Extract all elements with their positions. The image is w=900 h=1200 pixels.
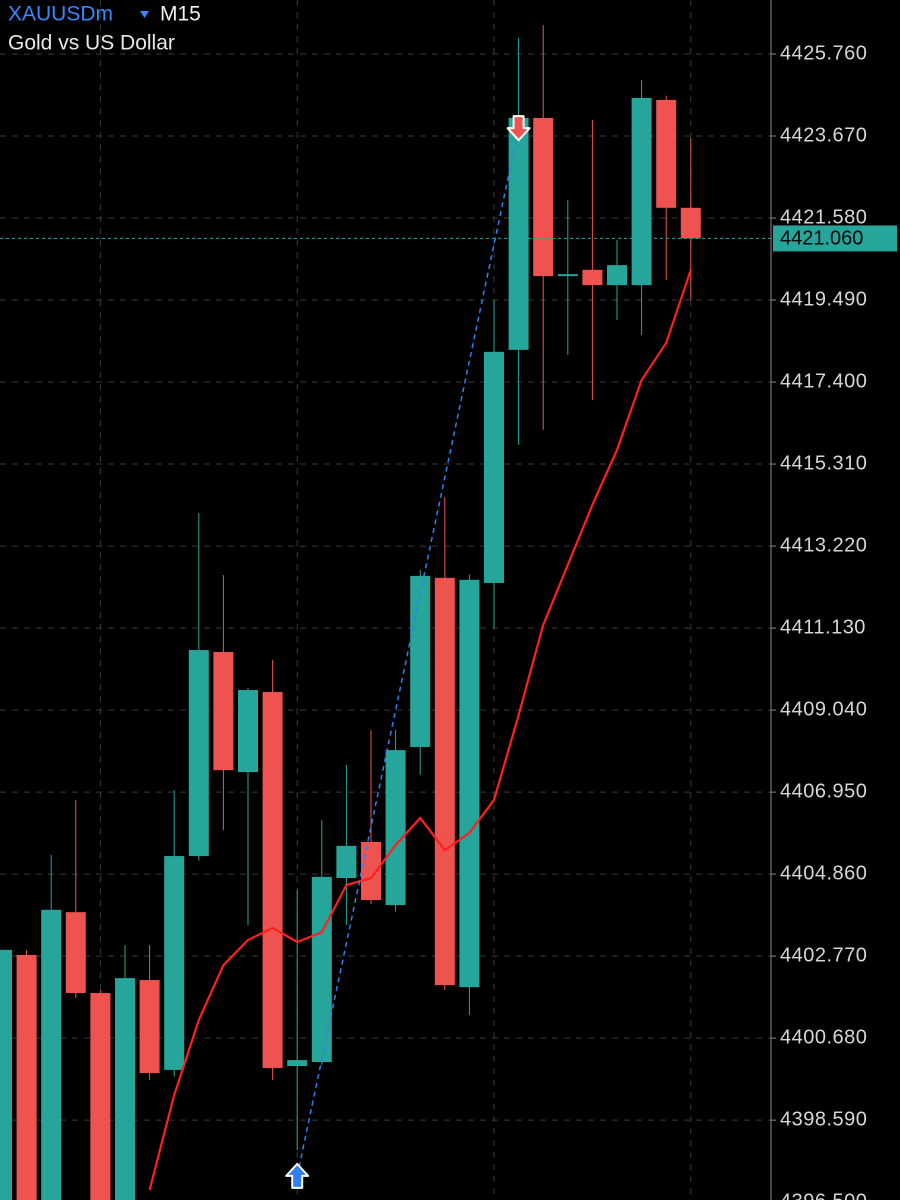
y-tick-label: 4409.040 <box>780 698 867 720</box>
candle-body <box>41 909 62 1200</box>
candle-body <box>607 265 627 286</box>
y-tick-label: 4406.950 <box>780 780 867 802</box>
y-tick-label: 4415.310 <box>780 452 867 474</box>
y-tick-label: 4411.130 <box>780 616 866 638</box>
timeframe[interactable]: M15 <box>160 3 201 26</box>
y-tick-label: 4402.770 <box>780 944 867 966</box>
candle-body <box>262 692 283 1068</box>
trade-line <box>296 128 520 1177</box>
moving-average-line <box>148 269 692 1191</box>
candle-body <box>385 750 406 906</box>
candle-body <box>16 954 37 1200</box>
subtitle: Gold vs US Dollar <box>8 32 175 55</box>
candle-body <box>90 993 111 1200</box>
symbol[interactable]: XAUUSDm <box>8 3 113 26</box>
plot-area <box>0 24 771 1200</box>
symbol-dropdown-icon[interactable] <box>140 11 149 18</box>
candle-body <box>434 577 455 986</box>
candle-body <box>656 99 677 208</box>
y-tick-label: 4398.590 <box>780 1108 867 1130</box>
candle-body <box>631 97 652 286</box>
candle-body <box>238 690 258 773</box>
buy-marker <box>285 1162 310 1189</box>
candle-body <box>115 978 135 1200</box>
candle-body <box>287 1060 308 1066</box>
y-tick-label: 4421.580 <box>780 206 867 228</box>
y-tick-label: 4423.670 <box>780 124 867 146</box>
candle-body <box>336 845 357 879</box>
candle-body <box>311 876 332 1063</box>
candle-body <box>680 207 701 239</box>
y-tick-label: 4396.500 <box>780 1190 867 1200</box>
candle-body <box>0 949 12 1200</box>
candle-body <box>188 650 209 857</box>
sell-marker <box>506 115 531 142</box>
candle-body <box>557 274 578 277</box>
candle-body <box>459 579 480 988</box>
candle-body <box>65 912 86 994</box>
candle-body <box>484 351 504 583</box>
y-tick-label: 4404.860 <box>780 862 867 884</box>
y-tick-label: 4425.760 <box>780 42 867 64</box>
candle-body <box>361 841 381 901</box>
candle-body <box>213 652 234 771</box>
candle-body <box>164 856 185 1070</box>
candle-body <box>410 575 431 747</box>
current-price-label: 4421.060 <box>780 228 863 250</box>
y-tick-label: 4419.490 <box>780 288 867 310</box>
candle-body <box>508 117 529 350</box>
y-tick-label: 4417.400 <box>780 370 867 392</box>
y-tick-label: 4413.220 <box>780 534 867 556</box>
y-tick-label: 4400.680 <box>780 1026 867 1048</box>
current-price-box <box>773 225 897 252</box>
candle-body <box>139 980 160 1074</box>
price-axis: 4425.760 4423.670 4421.580 4419.490 4417.400… <box>771 42 897 1200</box>
candle-body <box>582 269 603 286</box>
candle-body <box>533 117 554 277</box>
header: XAUUSDm M15 Gold vs US Dollar <box>8 3 201 55</box>
